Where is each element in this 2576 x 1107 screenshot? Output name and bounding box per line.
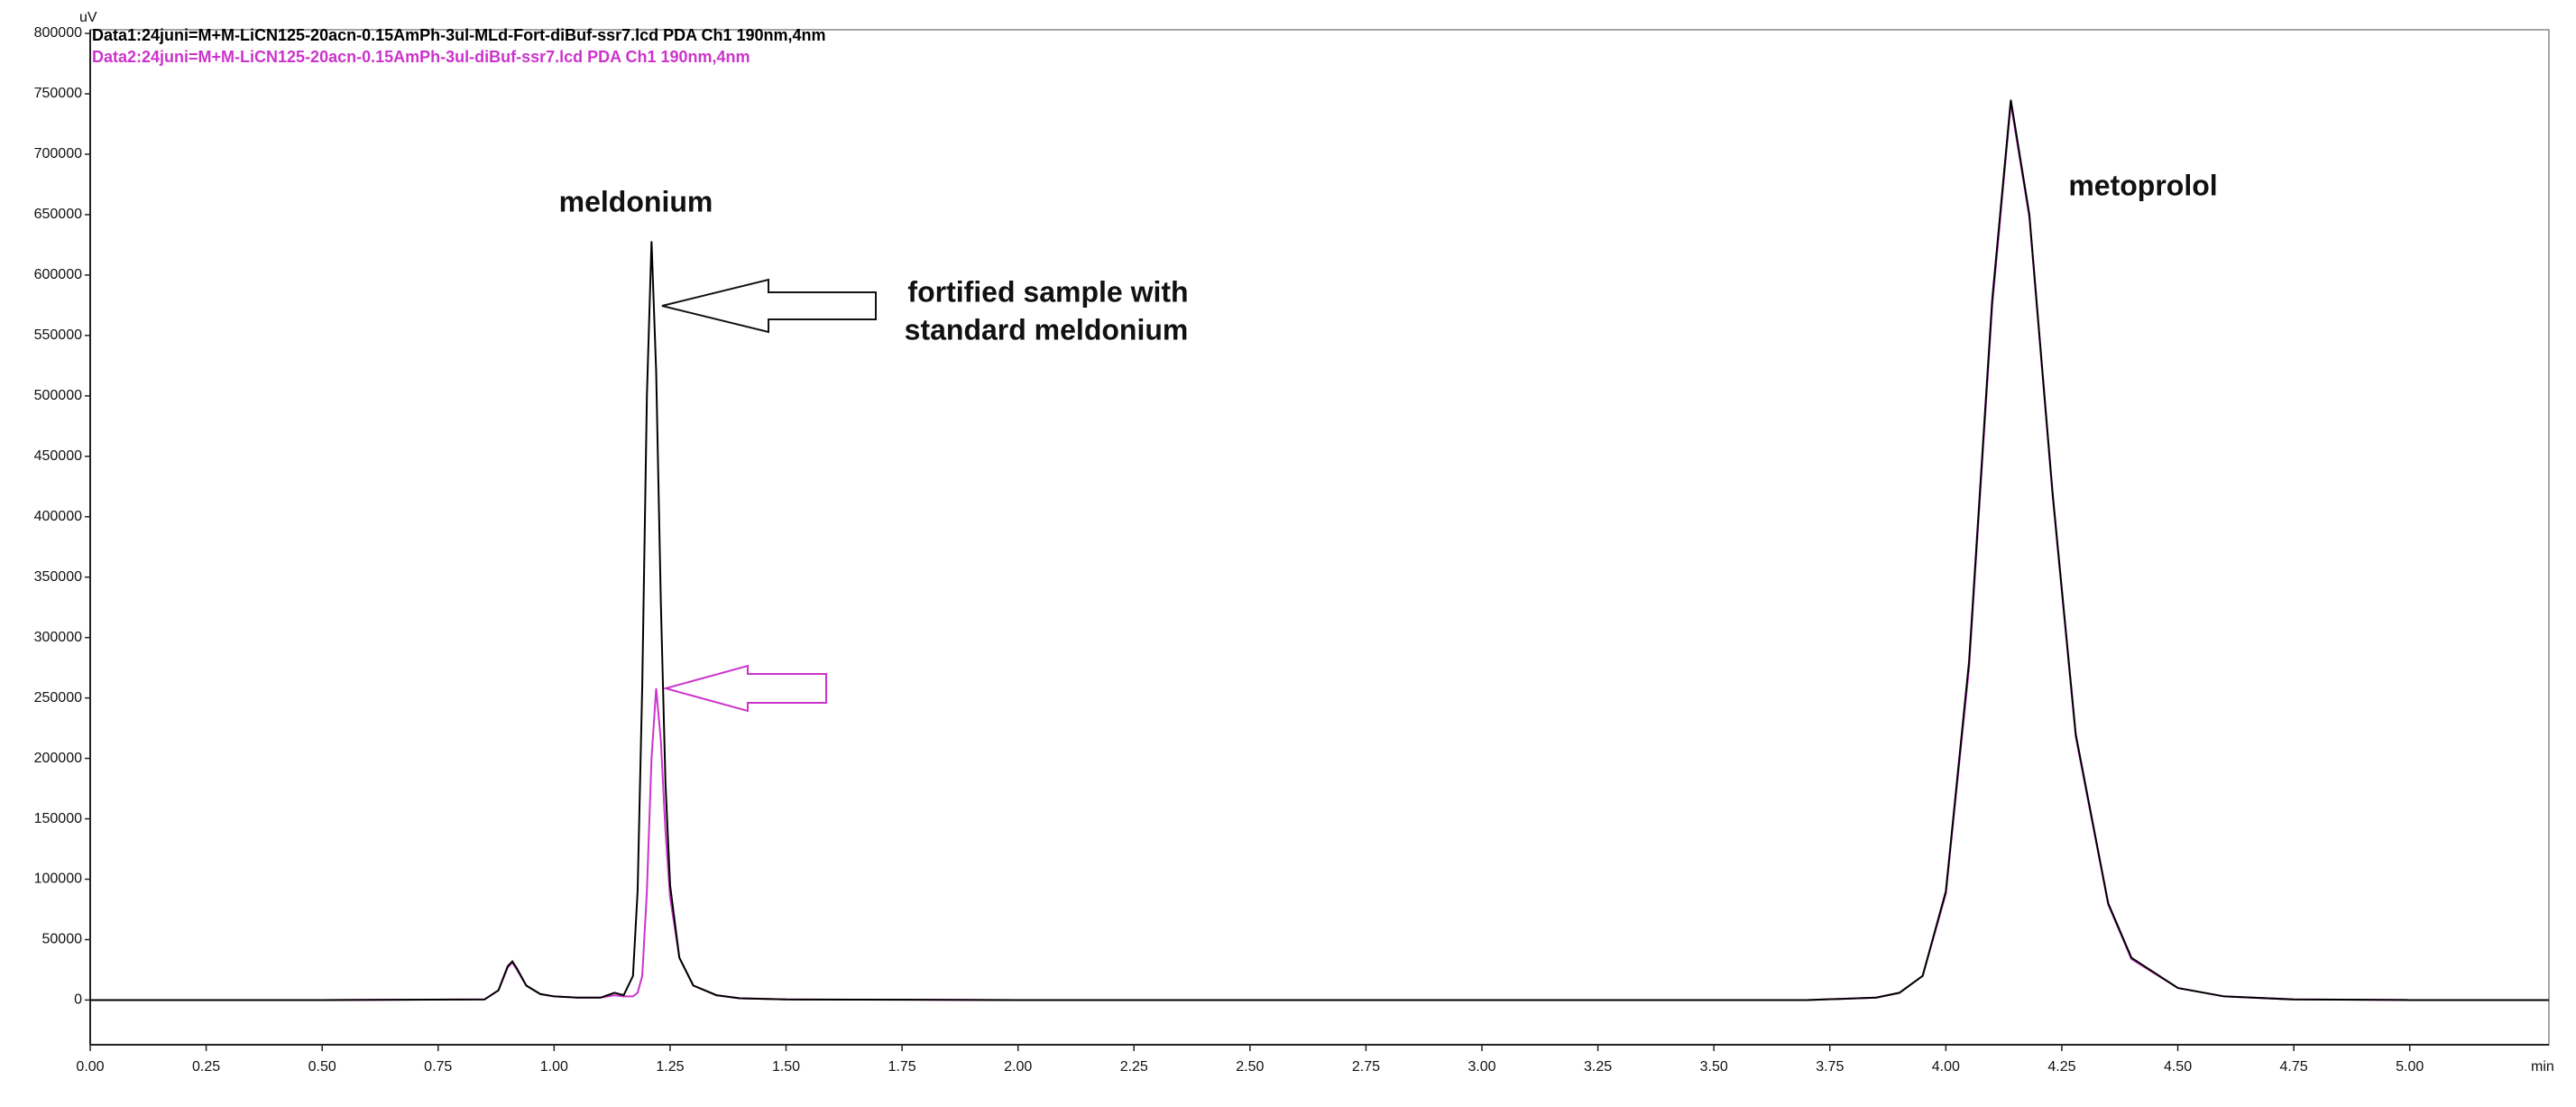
x-tick-label: 0.25: [192, 1059, 220, 1075]
annotation: standard meldonium: [905, 313, 1189, 346]
annotation-arrow: [662, 664, 827, 713]
x-tick-label: 3.25: [1584, 1059, 1612, 1075]
x-tick-label: 2.25: [1120, 1059, 1148, 1075]
y-tick-label: 350000: [34, 569, 82, 585]
x-tick-label: 1.00: [540, 1059, 568, 1075]
y-tick-label: 450000: [34, 448, 82, 464]
x-tick-label: 1.50: [772, 1059, 800, 1075]
y-tick-label: 550000: [34, 327, 82, 343]
y-tick-label: 250000: [34, 690, 82, 706]
y-tick-label: 650000: [34, 207, 82, 222]
x-tick-label: 0.00: [76, 1059, 104, 1075]
annotation-arrow: [661, 278, 877, 334]
y-tick-label: 800000: [34, 25, 82, 41]
annotation: fortified sample with: [907, 275, 1188, 308]
y-tick-label: 400000: [34, 509, 82, 524]
x-tick-label: 4.50: [2164, 1059, 2192, 1075]
y-tick-label: 750000: [34, 86, 82, 101]
annotation: meldonium: [559, 185, 713, 217]
y-tick-label: 150000: [34, 811, 82, 826]
x-tick-label: 3.50: [1700, 1059, 1728, 1075]
x-tick-label: 3.00: [1467, 1059, 1495, 1075]
x-axis-label: min: [2531, 1059, 2554, 1075]
y-tick-label: 0: [74, 992, 82, 1008]
legend-entry: Data1:24juni=M+M-LiCN125-20acn-0.15AmPh-…: [92, 26, 826, 44]
x-tick-label: 1.25: [656, 1059, 684, 1075]
x-tick-label: 4.75: [2280, 1059, 2308, 1075]
x-tick-label: 1.75: [888, 1059, 916, 1075]
y-axis-label: uV: [79, 10, 97, 25]
x-tick-label: 2.00: [1004, 1059, 1032, 1075]
series-line: [90, 99, 2549, 1001]
legend-entry: Data2:24juni=M+M-LiCN125-20acn-0.15AmPh-…: [92, 48, 750, 66]
y-tick-label: 200000: [34, 751, 82, 766]
y-tick-label: 100000: [34, 872, 82, 887]
x-tick-label: 4.00: [1932, 1059, 1960, 1075]
x-tick-label: 3.75: [1816, 1059, 1844, 1075]
annotation: metoprolol: [2068, 169, 2217, 201]
y-tick-label: 700000: [34, 146, 82, 161]
y-tick-label: 300000: [34, 630, 82, 645]
x-tick-label: 4.25: [2047, 1059, 2075, 1075]
x-tick-label: 0.50: [308, 1059, 336, 1075]
series-line: [90, 103, 2549, 1001]
x-tick-label: 2.50: [1236, 1059, 1264, 1075]
x-tick-label: 2.75: [1352, 1059, 1380, 1075]
x-tick-label: 5.00: [2396, 1059, 2424, 1075]
y-tick-label: 50000: [42, 932, 83, 947]
y-tick-label: 600000: [34, 267, 82, 282]
x-tick-label: 0.75: [424, 1059, 452, 1075]
y-tick-label: 500000: [34, 388, 82, 403]
